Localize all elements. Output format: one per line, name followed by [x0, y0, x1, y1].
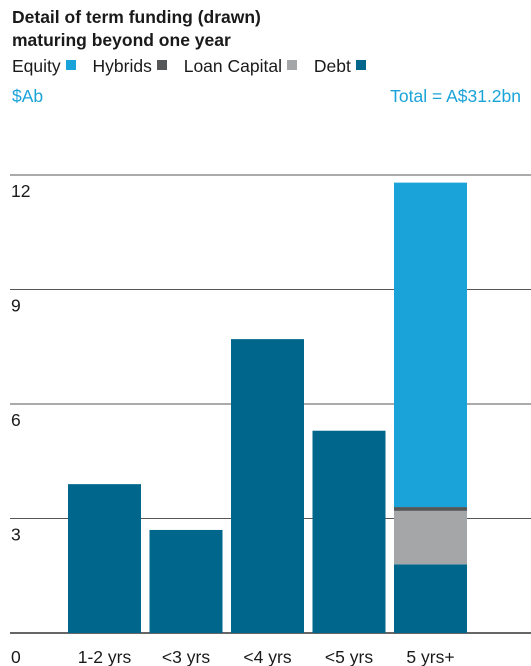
- legend-item-hybrids: Hybrids: [93, 55, 167, 77]
- bar-5-debt: [394, 564, 467, 633]
- y-tick-label-0: 0: [11, 647, 21, 666]
- y-tick-label-3: 3: [11, 525, 21, 545]
- x-tick-label-5: 5 yrs+: [406, 647, 454, 666]
- chart-title-line-2: maturing beyond one year: [12, 30, 231, 50]
- legend-swatch-loan-capital: [287, 60, 297, 70]
- chart-title: Detail of term funding (drawn) maturing …: [12, 6, 261, 52]
- x-tick-label-1: 1-2 yrs: [78, 647, 132, 666]
- bar-4-debt: [312, 430, 386, 633]
- y-tick-label-6: 6: [11, 410, 21, 430]
- unit-label: $Ab: [12, 86, 44, 106]
- x-tick-label-3: <4 yrs: [243, 647, 291, 666]
- chart-legend: Equity Hybrids Loan Capital Debt: [12, 55, 378, 77]
- legend-label-hybrids: Hybrids: [92, 56, 152, 76]
- legend-swatch-hybrids: [156, 60, 167, 70]
- legend-item-debt: Debt: [314, 55, 366, 77]
- bar-1-debt: [68, 484, 141, 633]
- y-tick-label-12: 12: [11, 181, 30, 201]
- legend-item-equity: Equity: [12, 55, 76, 77]
- bar-2-debt: [149, 529, 223, 633]
- legend-label-debt: Debt: [313, 56, 351, 76]
- y-tick-label-9: 9: [11, 296, 21, 316]
- x-tick-label-4: <5 yrs: [325, 647, 373, 666]
- legend-label-loan-capital: Loan Capital: [183, 56, 282, 76]
- legend-label-equity: Equity: [12, 56, 61, 76]
- bar-3-debt: [231, 339, 304, 633]
- x-tick-label-2: <3 yrs: [162, 647, 210, 666]
- chart-title-line-1: Detail of term funding (drawn): [12, 7, 261, 27]
- legend-swatch-debt: [355, 60, 366, 70]
- bar-5-hybrids: [394, 507, 467, 511]
- legend-swatch-equity: [65, 60, 76, 70]
- legend-item-loan-capital: Loan Capital: [184, 55, 297, 77]
- bar-5-loan-capital: [394, 510, 467, 565]
- total-label: Total = A$31.2bn: [390, 86, 521, 106]
- bar-5-equity: [394, 182, 467, 508]
